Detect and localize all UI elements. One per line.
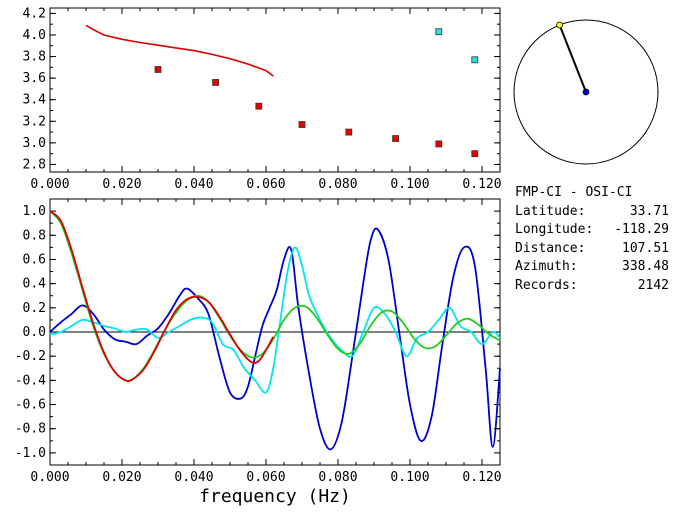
plot-frame [49,7,501,173]
compass-circle [513,19,659,165]
x-tick-label: 0.020 [102,177,141,192]
station-dot [582,88,590,96]
y-tick-label: -0.6 [15,398,46,413]
bottom-chart: 1.0 0.8 0.6 0.4 0.2 0.0 -0.2 -0.4 -0.6 -0.8 -1.0 0.… [15,198,502,507]
x-tick-label: 0.080 [318,470,357,485]
y-tick-label: 2.8 [23,157,46,172]
y-tick-label: 4.0 [23,28,46,43]
data-point-red [471,150,479,158]
data-point-red [345,128,353,136]
info-row-distance: Distance: 107.51 [515,240,683,259]
y-tick-label: 3.0 [23,136,46,151]
x-tick-label: 0.080 [318,177,357,192]
y-tick-label: -0.4 [15,373,46,388]
series-line-cyan [49,246,501,394]
info-value: 33.71 [629,203,669,219]
info-value: 338.48 [622,259,669,274]
station-info-panel: FMP-CI - OSI-CI Latitude: 33.71 Longitude… [515,184,683,295]
y-tick-label: -1.0 [15,446,46,461]
series-line-red [85,24,274,77]
info-label: Distance: [515,240,586,256]
y-tick-label: 3.4 [23,93,47,108]
x-axis-label: frequency (Hz) [199,486,351,507]
info-value: -118.29 [614,222,669,237]
y-tick-label: 0.6 [23,252,46,267]
azimuth-line [558,24,587,93]
y-tick-label: -0.2 [15,349,46,364]
info-label: Latitude: [515,203,586,219]
info-row-azimuth: Azimuth: 338.48 [515,258,683,277]
y-tick-label: 3.8 [23,50,46,65]
azimuth-compass [513,19,659,165]
y-tick-label: 0.4 [23,277,47,292]
series-line-blue [49,227,501,451]
data-point-red [392,135,400,142]
info-value: 107.51 [622,240,669,256]
x-tick-label: 0.060 [246,177,285,192]
x-tick-label: 0.060 [246,470,285,485]
data-point-red [435,140,443,148]
y-tick-label: 4.2 [23,6,46,21]
y-tick-label: 3.6 [23,71,46,86]
source-dot [556,21,563,29]
info-row-longitude: Longitude: -118.29 [515,221,683,240]
data-point-red [154,66,162,73]
info-label: Azimuth: [515,259,578,274]
info-row-latitude: Latitude: 33.71 [515,203,683,222]
y-tick-label: -0.8 [15,422,46,437]
data-point-cyan [471,56,479,64]
x-tick-label: 0.100 [390,470,429,485]
data-point-red [255,102,263,110]
x-tick-label: 0.120 [462,470,501,485]
y-tick-label: 0.0 [23,325,46,340]
series-line-red [49,210,274,382]
info-row-records: Records: 2142 [515,277,683,296]
data-point-red [298,121,306,128]
info-value: 2142 [637,277,669,293]
y-tick-label: 0.2 [23,301,46,316]
x-tick-label: 0.120 [462,177,501,192]
info-label: Records: [515,277,578,293]
x-tick-label: 0.020 [102,470,141,485]
y-tick-label: 1.0 [23,204,46,219]
data-point-red [212,79,220,86]
info-title: FMP-CI - OSI-CI [515,185,633,200]
y-tick-label: 3.2 [23,114,46,129]
x-tick-label: 0.040 [174,177,213,192]
x-tick-label: 0.000 [30,177,69,192]
info-label: Longitude: [515,222,594,237]
data-point-cyan [435,28,443,36]
y-tick-label: 0.8 [23,228,46,243]
x-tick-label: 0.040 [174,470,213,485]
x-tick-label: 0.100 [390,177,429,192]
x-tick-label: 0.000 [30,470,69,485]
top-chart: 2.8 3.0 3.2 3.4 3.6 3.8 4.0 4.2 0.000 0.020 0.040 0… [23,6,502,192]
